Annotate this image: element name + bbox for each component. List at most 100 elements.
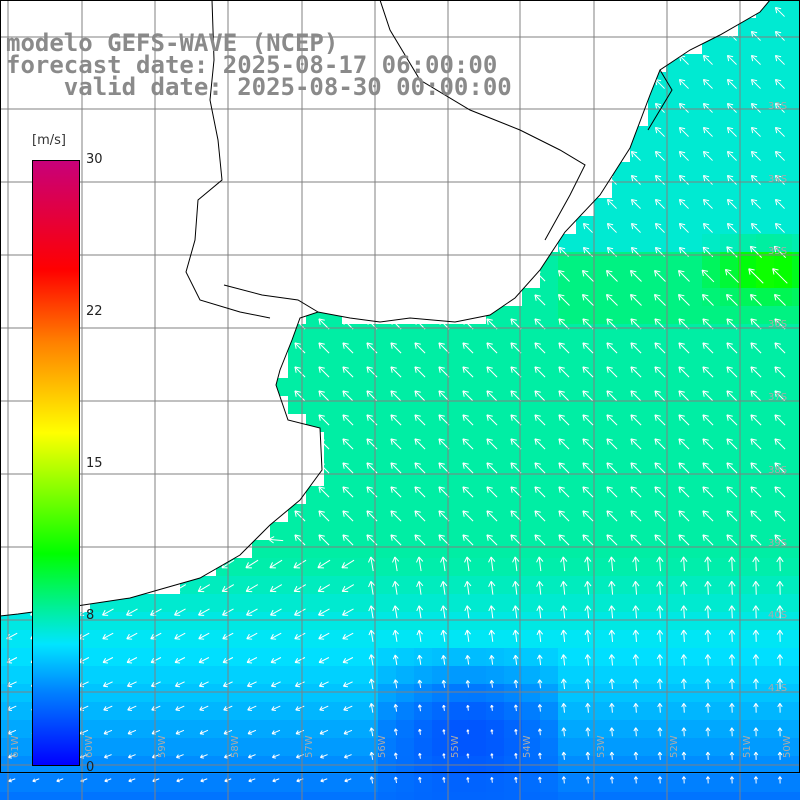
wind-cell xyxy=(306,540,324,558)
wind-cell xyxy=(702,108,720,126)
wind-cell xyxy=(720,648,738,666)
wind-cell xyxy=(180,666,198,684)
wind-arrow xyxy=(750,510,762,522)
wind-cell xyxy=(774,612,792,630)
wind-cell xyxy=(126,666,144,684)
wind-cell xyxy=(594,504,612,522)
wind-cell xyxy=(324,360,342,378)
wind-cell xyxy=(648,90,666,108)
wind-arrow xyxy=(726,390,738,402)
wind-arrow xyxy=(752,556,760,572)
wind-arrow xyxy=(750,102,761,113)
wind-cell xyxy=(486,576,504,594)
wind-arrow xyxy=(558,390,570,402)
wind-cell xyxy=(504,306,522,324)
wind-cell xyxy=(576,684,594,702)
wind-cell xyxy=(558,630,576,648)
wind-cell xyxy=(360,630,378,648)
wind-cell xyxy=(378,540,396,558)
wind-cell xyxy=(342,576,360,594)
longitude-labels: 61W 60W 59W 58W 57W 56W 55W 54W 53W 52W 51W 50W xyxy=(10,735,793,758)
wind-cell xyxy=(486,468,504,486)
wind-arrow xyxy=(418,752,422,759)
wind-arrow xyxy=(318,657,330,664)
wind-cell xyxy=(774,72,792,90)
wind-cell xyxy=(612,378,630,396)
colorbar-tick-15: 15 xyxy=(86,456,103,471)
colorbar-tick-8: 8 xyxy=(86,608,95,623)
wind-cell xyxy=(756,432,774,450)
wind-cell xyxy=(324,432,342,450)
lat-label: 39S xyxy=(768,538,787,549)
wind-arrow xyxy=(585,751,591,760)
wind-arrow xyxy=(462,438,474,450)
wind-cell xyxy=(702,630,720,648)
wind-cell xyxy=(90,630,108,648)
wind-cell xyxy=(0,774,18,792)
wind-cell xyxy=(324,342,342,360)
wind-arrow xyxy=(606,318,618,330)
wind-arrow xyxy=(726,222,737,233)
wind-cell xyxy=(666,702,684,720)
wind-arrow xyxy=(294,534,306,546)
wind-cell xyxy=(486,612,504,630)
wind-cell xyxy=(756,234,774,252)
wind-arrow xyxy=(654,390,666,402)
wind-arrow xyxy=(442,753,446,759)
wind-cell xyxy=(504,342,522,360)
wind-arrow xyxy=(630,486,642,498)
wind-cell xyxy=(738,720,756,738)
wind-cell xyxy=(342,360,360,378)
wind-cell xyxy=(342,792,360,800)
wind-cell xyxy=(504,558,522,576)
wind-cell xyxy=(756,288,774,306)
wind-cell xyxy=(540,774,558,792)
wind-cell xyxy=(684,450,702,468)
wind-cell xyxy=(540,378,558,396)
wind-cell xyxy=(612,648,630,666)
wind-arrow xyxy=(750,486,762,498)
wind-arrow xyxy=(582,390,594,402)
wind-arrow xyxy=(464,629,472,642)
wind-arrow xyxy=(774,510,786,522)
wind-cell xyxy=(468,594,486,612)
wind-arrow xyxy=(705,751,711,760)
wind-arrow xyxy=(582,342,594,354)
wind-arrow xyxy=(750,294,762,306)
wind-arrow xyxy=(512,556,520,572)
wind-cell xyxy=(180,630,198,648)
wind-cell xyxy=(36,792,54,800)
wind-arrow xyxy=(104,778,112,783)
wind-cell xyxy=(558,684,576,702)
wind-cell xyxy=(234,684,252,702)
wind-cell xyxy=(720,738,738,756)
wind-arrow xyxy=(534,366,546,378)
wind-cell xyxy=(450,684,468,702)
wind-cell xyxy=(198,774,216,792)
wind-arrow xyxy=(753,751,759,760)
wind-arrow xyxy=(776,629,784,642)
wind-arrow xyxy=(126,608,138,616)
wind-cell xyxy=(576,666,594,684)
wind-arrow xyxy=(704,654,711,666)
wind-arrow xyxy=(774,30,785,41)
wind-arrow xyxy=(342,657,354,664)
wind-cell xyxy=(414,360,432,378)
wind-arrow xyxy=(606,462,618,474)
wind-cell xyxy=(702,432,720,450)
wind-arrow xyxy=(318,414,330,426)
wind-arrow xyxy=(536,556,544,572)
wind-arrow xyxy=(534,438,546,450)
wind-cell xyxy=(774,162,792,180)
wind-cell xyxy=(324,630,342,648)
wind-cell xyxy=(324,558,342,576)
wind-cell xyxy=(702,576,720,594)
wind-cell xyxy=(774,720,792,738)
wind-arrow xyxy=(510,342,522,354)
wind-arrow xyxy=(319,705,329,712)
wind-cell xyxy=(630,432,648,450)
wind-arrow xyxy=(606,414,618,426)
wind-cell xyxy=(342,540,360,558)
wind-cell xyxy=(738,252,756,270)
wind-cell xyxy=(684,720,702,738)
